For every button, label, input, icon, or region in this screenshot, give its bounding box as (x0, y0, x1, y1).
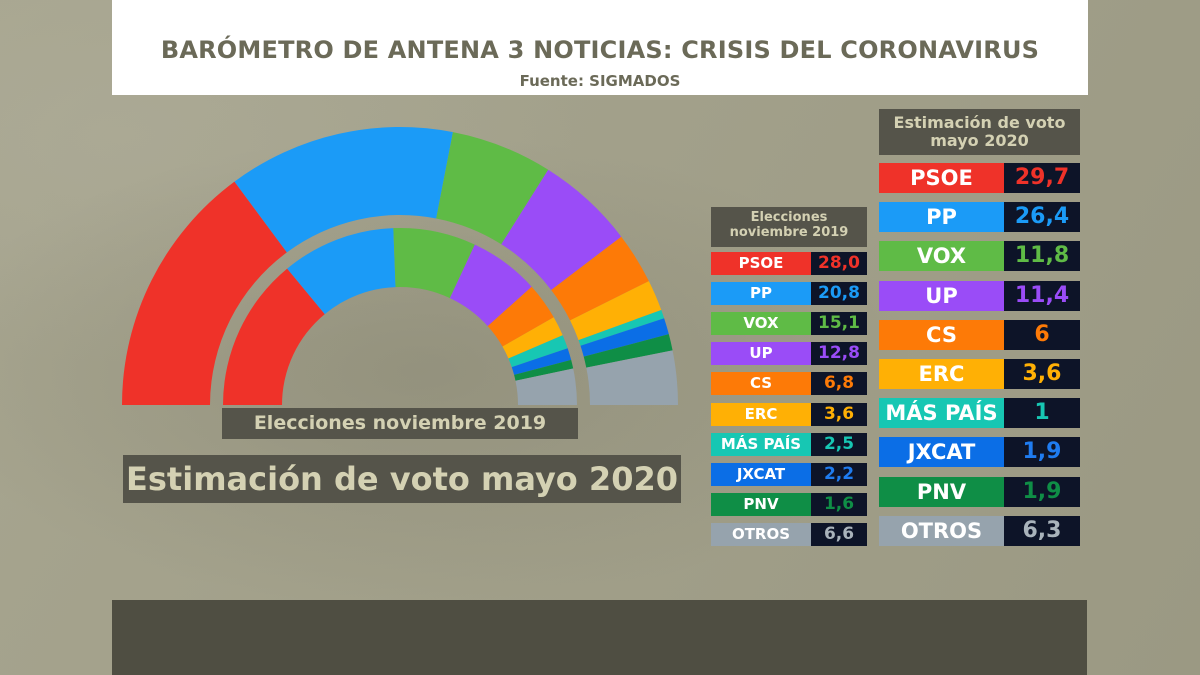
bottom-bar (112, 600, 1087, 675)
party-value: 2,2 (811, 462, 867, 486)
party-name: MÁS PAÍS (711, 432, 811, 456)
table-row: CS 6 (879, 319, 1080, 350)
table-row: PP 26,4 (879, 202, 1080, 233)
party-name: PNV (879, 476, 1004, 507)
party-name: MÁS PAÍS (879, 398, 1004, 429)
inner-ring-slice-otros (515, 368, 577, 405)
table-row: CS 6,8 (711, 372, 867, 396)
outer-ring-slice-otros (586, 350, 678, 405)
inner-ring-label: Elecciones noviembre 2019 (222, 408, 578, 439)
chart-source: Fuente: SIGMADOS (519, 72, 681, 90)
party-value: 12,8 (811, 342, 867, 366)
table-row: UP 12,8 (711, 342, 867, 366)
party-value: 6,3 (1004, 515, 1080, 546)
party-name: JXCAT (879, 437, 1004, 468)
party-name: UP (879, 280, 1004, 311)
table-row: ERC 3,6 (711, 402, 867, 426)
party-name: PSOE (711, 252, 811, 275)
table-row: MÁS PAÍS 1 (879, 398, 1080, 429)
table-row: PNV 1,9 (879, 476, 1080, 507)
party-name: CS (711, 372, 811, 396)
table-header-nov2019: Elecciones noviembre 2019 (711, 207, 867, 247)
party-name: OTROS (711, 522, 811, 546)
table-row: MÁS PAÍS 2,5 (711, 432, 867, 456)
inner-ring-slice-pp (287, 228, 396, 315)
chart-title: BARÓMETRO DE ANTENA 3 NOTICIAS: CRISIS D… (160, 36, 1040, 64)
party-value: 2,5 (811, 432, 867, 456)
party-value: 6 (1004, 319, 1080, 350)
inner-ring-slice-psoe (223, 268, 325, 405)
party-name: PSOE (879, 163, 1004, 193)
party-value: 28,0 (811, 252, 867, 275)
party-value: 20,8 (811, 282, 867, 306)
outer-ring-slice-vox (436, 132, 549, 245)
header-panel: BARÓMETRO DE ANTENA 3 NOTICIAS: CRISIS D… (112, 0, 1088, 95)
table-row: VOX 11,8 (879, 241, 1080, 272)
party-name: ERC (711, 402, 811, 426)
table-row: JXCAT 2,2 (711, 462, 867, 486)
party-value: 1,9 (1004, 476, 1080, 507)
party-name: PP (879, 202, 1004, 233)
table-row: OTROS 6,6 (711, 522, 867, 546)
outer-ring-slice-m-s-pa-s (578, 310, 665, 346)
table-row: PSOE 29,7 (879, 163, 1080, 193)
party-value: 26,4 (1004, 202, 1080, 233)
party-value: 11,8 (1004, 241, 1080, 272)
party-value: 3,6 (811, 402, 867, 426)
outer-ring-slice-pnv (583, 334, 673, 368)
table-row: PNV 1,6 (711, 492, 867, 516)
inner-ring-slice-vox (393, 228, 475, 299)
party-name: OTROS (879, 515, 1004, 546)
table-row: PSOE 28,0 (711, 252, 867, 275)
party-name: VOX (711, 312, 811, 336)
table-row: ERC 3,6 (879, 359, 1080, 389)
outer-ring-label: Estimación de voto mayo 2020 (123, 455, 681, 503)
party-value: 1,9 (1004, 437, 1080, 468)
party-name: PNV (711, 492, 811, 516)
party-value: 6,8 (811, 372, 867, 396)
inner-ring-slice-erc (502, 317, 563, 359)
party-name: UP (711, 342, 811, 366)
party-value: 11,4 (1004, 280, 1080, 311)
table-row: OTROS 6,3 (879, 515, 1080, 546)
outer-ring-slice-up (501, 169, 622, 290)
party-value: 29,7 (1004, 163, 1080, 193)
table-row: JXCAT 1,9 (879, 437, 1080, 468)
table-header-may2020: Estimación de voto mayo 2020 (879, 109, 1080, 155)
table-row: VOX 15,1 (711, 312, 867, 336)
inner-ring-slice-jxcat (511, 348, 572, 375)
party-name: JXCAT (711, 462, 811, 486)
outer-ring-slice-jxcat (580, 318, 669, 357)
party-name: VOX (879, 241, 1004, 272)
outer-ring-slice-pp (234, 127, 453, 253)
outer-ring-slice-psoe (122, 181, 287, 405)
inner-ring-slice-m-s-pa-s (508, 335, 568, 368)
party-value: 6,6 (811, 522, 867, 546)
party-value: 1 (1004, 398, 1080, 429)
outer-ring-slice-erc (570, 281, 662, 341)
party-name: PP (711, 282, 811, 306)
party-name: CS (879, 319, 1004, 350)
inner-ring-slice-cs (487, 286, 554, 347)
party-value: 15,1 (811, 312, 867, 336)
party-value: 3,6 (1004, 359, 1080, 389)
table-row: UP 11,4 (879, 280, 1080, 311)
table-row: PP 20,8 (711, 282, 867, 306)
party-name: ERC (879, 359, 1004, 389)
inner-ring-slice-pnv (514, 359, 574, 381)
outer-ring-slice-cs (551, 236, 649, 321)
party-value: 1,6 (811, 492, 867, 516)
inner-ring-slice-up (449, 244, 532, 327)
